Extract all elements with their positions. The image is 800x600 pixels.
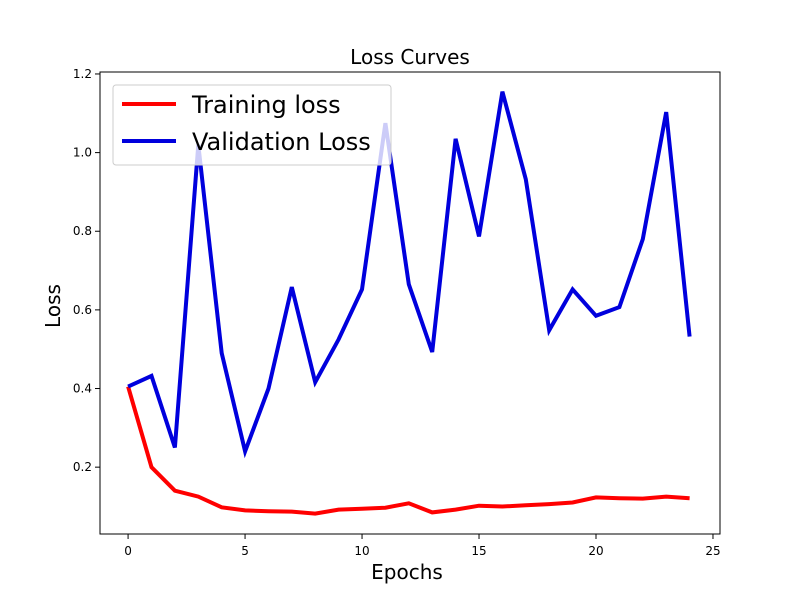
x-tick-label: 5: [241, 544, 249, 558]
x-tick-label: 25: [705, 544, 720, 558]
plot-frame: [99, 71, 721, 535]
chart-title: Loss Curves: [350, 45, 470, 69]
y-axis-ticks: 0.2 0.4 0.6 0.8 1.0 1.2: [73, 67, 100, 474]
x-tick-label: 15: [471, 544, 486, 558]
y-axis-label: Loss: [41, 284, 65, 328]
x-axis-ticks: 0 5 10 15 20 25: [124, 534, 721, 558]
x-axis-label: Epochs: [371, 560, 443, 584]
y-tick-label: 1.0: [73, 146, 92, 160]
y-tick-label: 0.6: [73, 303, 92, 317]
x-tick-label: 20: [588, 544, 603, 558]
legend-label: Training loss: [191, 91, 341, 119]
legend-box: [112, 84, 392, 166]
legend-label: Validation Loss: [192, 128, 371, 156]
y-tick-label: 0.8: [73, 224, 92, 238]
y-tick-label: 0.4: [73, 382, 92, 396]
y-tick-label: 1.2: [73, 67, 92, 81]
x-tick-label: 10: [354, 544, 369, 558]
x-tick-label: 0: [124, 544, 132, 558]
series-layer: [126, 91, 692, 516]
series-line-training-loss: [126, 386, 690, 516]
legend: Training loss Validation Loss: [112, 84, 392, 166]
y-tick-label: 0.2: [73, 460, 92, 474]
series-line-validation-loss: [127, 91, 692, 459]
